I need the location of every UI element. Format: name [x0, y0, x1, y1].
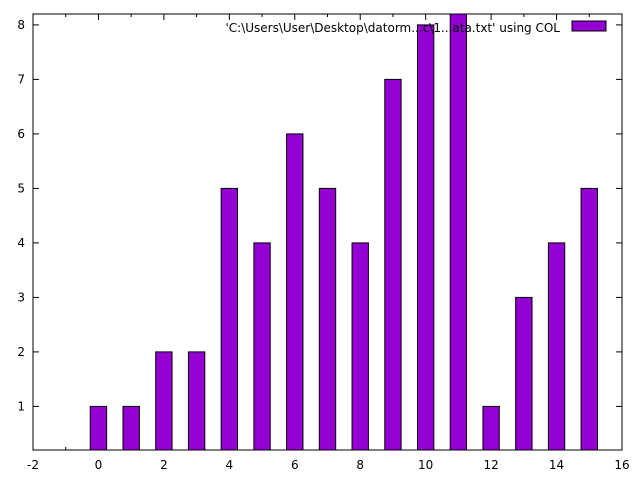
- y-tick-label: 6: [17, 127, 25, 141]
- x-tick-label: 2: [160, 458, 168, 472]
- bar: [351, 242, 369, 451]
- bar: [318, 187, 337, 451]
- x-tick-label: 4: [226, 458, 234, 472]
- x-tick-label: -2: [27, 458, 39, 472]
- x-tick-label: 16: [614, 458, 629, 472]
- x-tick-label: 14: [549, 458, 564, 472]
- bar: [515, 296, 533, 451]
- x-tick-label: 10: [418, 458, 433, 472]
- bar: [384, 78, 402, 451]
- y-tick-label: 3: [17, 290, 25, 304]
- y-tick-label: 5: [17, 181, 25, 195]
- bar: [482, 405, 500, 451]
- bar: [122, 405, 140, 451]
- bar: [220, 187, 239, 451]
- bar: [89, 405, 108, 451]
- y-tick-label: 4: [17, 236, 25, 250]
- bar: [286, 133, 304, 451]
- legend-swatch: [571, 20, 607, 32]
- bar-series: [89, 13, 598, 451]
- x-tick-label: 12: [483, 458, 498, 472]
- x-tick-label: 8: [356, 458, 364, 472]
- bar: [253, 242, 271, 451]
- bar: [580, 187, 598, 451]
- x-tick-label: 0: [95, 458, 103, 472]
- legend: 'C:\Users\User\Desktop\datorm...c\1...at…: [225, 20, 607, 35]
- legend-label: 'C:\Users\User\Desktop\datorm...c\1...at…: [225, 21, 560, 35]
- bar: [449, 13, 468, 451]
- x-tick-label: 6: [291, 458, 299, 472]
- y-tick-label: 8: [17, 18, 25, 32]
- bar: [187, 351, 206, 451]
- bar: [416, 24, 435, 451]
- y-tick-label: 1: [17, 399, 25, 413]
- bar: [547, 242, 566, 451]
- bar: [155, 351, 173, 451]
- y-tick-label: 2: [17, 345, 25, 359]
- y-tick-label: 7: [17, 72, 25, 86]
